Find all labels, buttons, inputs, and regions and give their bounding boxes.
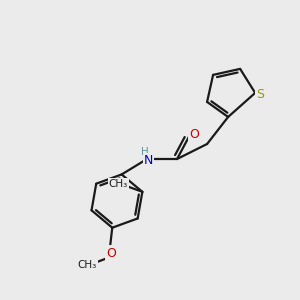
Text: O: O xyxy=(106,247,116,260)
Text: S: S xyxy=(256,88,265,101)
Text: CH₃: CH₃ xyxy=(109,179,128,189)
Text: H: H xyxy=(141,147,148,158)
Text: N: N xyxy=(144,154,153,167)
Text: O: O xyxy=(190,128,200,141)
Text: CH₃: CH₃ xyxy=(78,260,97,270)
